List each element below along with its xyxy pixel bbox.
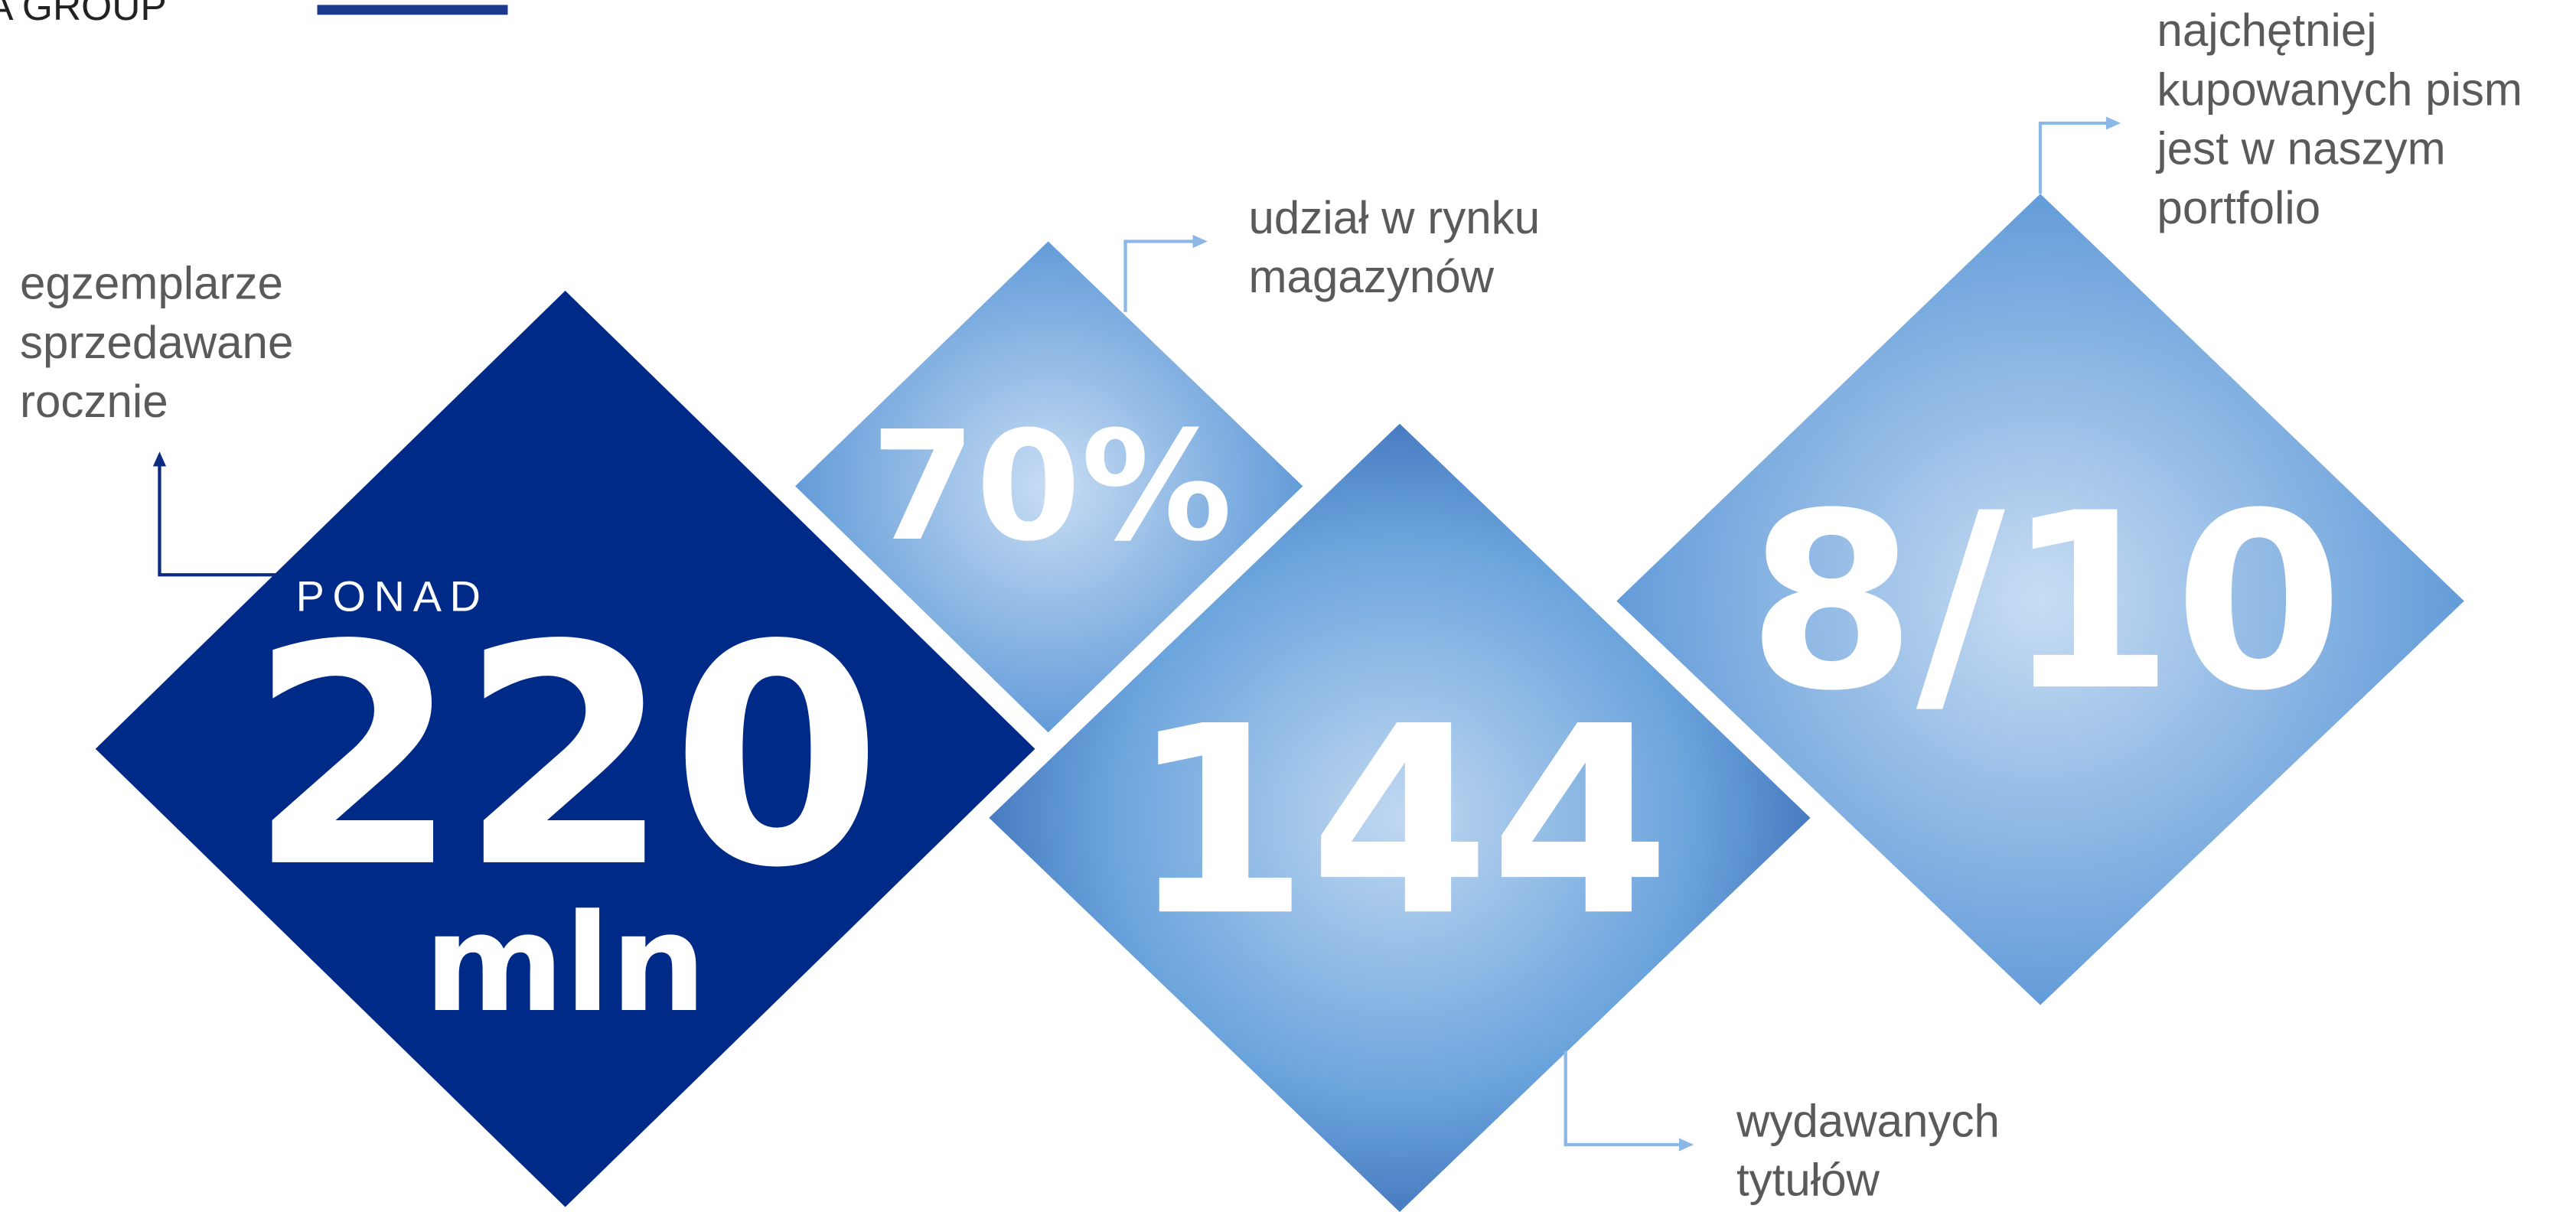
arrow-head <box>2105 116 2121 130</box>
arrow-head <box>1678 1138 1694 1152</box>
stat-value: 144 <box>1129 670 1671 973</box>
caption-line: rocznie <box>20 376 168 427</box>
stat-value: 70% <box>871 399 1233 575</box>
diamond <box>95 290 1035 1207</box>
arrow-head <box>1192 234 1208 249</box>
caption-line: egzemplarze <box>20 258 283 309</box>
caption-line: kupowanych pism <box>2157 64 2522 115</box>
diamond <box>1616 194 2464 1005</box>
caption-line: jest w naszym <box>2155 123 2445 174</box>
diamond <box>989 423 1811 1212</box>
caption-line: udział w rynku <box>1248 192 1540 243</box>
logo-text: A GROUP <box>0 0 167 28</box>
connectors <box>152 116 2121 1152</box>
caption-line: magazynów <box>1248 251 1494 302</box>
caption-line: wydawanych <box>1736 1095 2000 1146</box>
stat-value: 8/10 <box>1747 461 2343 744</box>
caption-line: portfolio <box>2157 182 2320 233</box>
stat-value: 220 <box>248 580 882 934</box>
caption-line: najchętniej <box>2157 5 2376 56</box>
caption-line: tytułów <box>1736 1155 1880 1206</box>
connector <box>1564 1051 1683 1147</box>
connector <box>158 463 276 577</box>
connector <box>2038 121 2110 194</box>
header-bar <box>317 5 508 15</box>
stat-prefix: PONAD <box>296 572 489 620</box>
caption-line: sprzedawane <box>20 317 293 368</box>
arrow-head <box>152 451 167 467</box>
connector <box>1123 239 1196 312</box>
stat-unit: mln <box>424 885 706 1042</box>
diamond <box>795 241 1303 733</box>
